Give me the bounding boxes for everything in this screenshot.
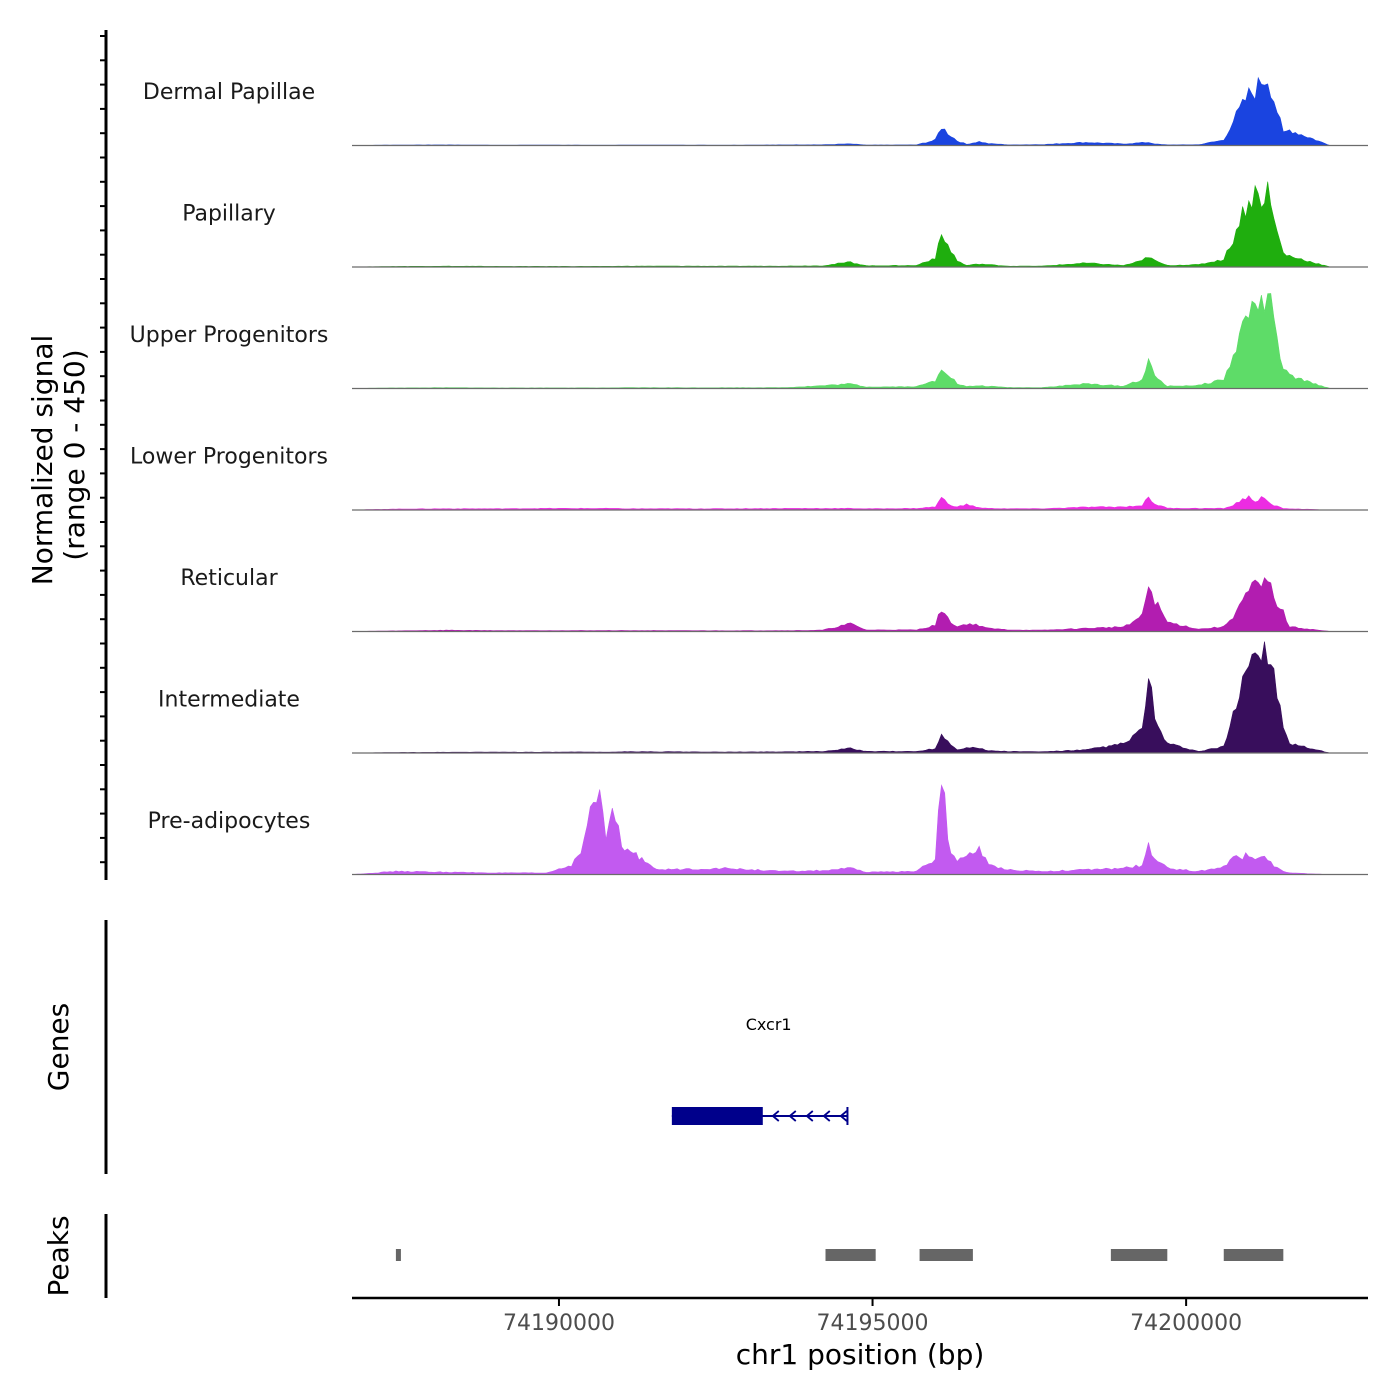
track-label: Reticular xyxy=(180,566,278,591)
peak-region xyxy=(1223,1249,1284,1261)
gene-exon-box xyxy=(671,1107,763,1125)
signal-y-axis-ticks xyxy=(100,35,106,864)
peaks-track-title: Peaks xyxy=(42,1215,75,1296)
genes-track: Cxcr1 xyxy=(671,1015,849,1125)
coverage-area xyxy=(351,495,1368,511)
peaks-track xyxy=(395,1249,1284,1261)
strand-arrow xyxy=(771,1110,780,1122)
peak-region xyxy=(919,1249,973,1261)
coverage-area xyxy=(351,784,1368,875)
coverage-area xyxy=(352,293,1368,389)
track-label: Intermediate xyxy=(158,688,300,713)
coverage-area xyxy=(352,181,1368,268)
peak-region xyxy=(395,1249,401,1261)
track-6: Pre-adipocytes xyxy=(148,784,1368,876)
gene-Cxcr1: Cxcr1 xyxy=(671,1015,849,1125)
peak-region xyxy=(1110,1249,1168,1261)
track-label: Dermal Papillae xyxy=(143,80,315,105)
coverage-area xyxy=(352,577,1368,632)
x-tick-label: 74200000 xyxy=(1130,1311,1242,1336)
track-5: Intermediate xyxy=(158,641,1368,754)
x-tick-label: 74190000 xyxy=(503,1311,615,1336)
track-label: Pre-adipocytes xyxy=(148,809,311,834)
strand-arrow xyxy=(839,1110,848,1122)
x-tick-label: 74195000 xyxy=(817,1311,929,1336)
track-label: Lower Progenitors xyxy=(130,445,328,470)
y-axis-title: Normalized signal xyxy=(26,335,59,586)
track-label: Papillary xyxy=(182,202,276,227)
track-1: Papillary xyxy=(182,181,1368,268)
track-label: Upper Progenitors xyxy=(130,323,329,348)
x-axis-title: chr1 position (bp) xyxy=(736,1338,985,1371)
track-2: Upper Progenitors xyxy=(130,293,1368,390)
y-axis-range: (range 0 - 450) xyxy=(58,349,91,560)
track-3: Lower Progenitors xyxy=(130,445,1368,511)
strand-arrow xyxy=(805,1110,814,1122)
gene-label: Cxcr1 xyxy=(746,1015,792,1034)
track-4: Reticular xyxy=(180,566,1368,633)
track-0: Dermal Papillae xyxy=(143,76,1368,147)
strand-arrow xyxy=(822,1110,831,1122)
genes-track-title: Genes xyxy=(42,1003,75,1091)
peak-region xyxy=(825,1249,876,1261)
coverage-area xyxy=(352,76,1368,146)
coverage-area xyxy=(352,641,1368,754)
x-axis-ticks: 74190000 74195000 74200000 xyxy=(503,1298,1242,1336)
strand-arrow xyxy=(788,1110,797,1122)
coverage-tracks: Dermal Papillae Papillary Upper Progenitor… xyxy=(130,76,1368,876)
